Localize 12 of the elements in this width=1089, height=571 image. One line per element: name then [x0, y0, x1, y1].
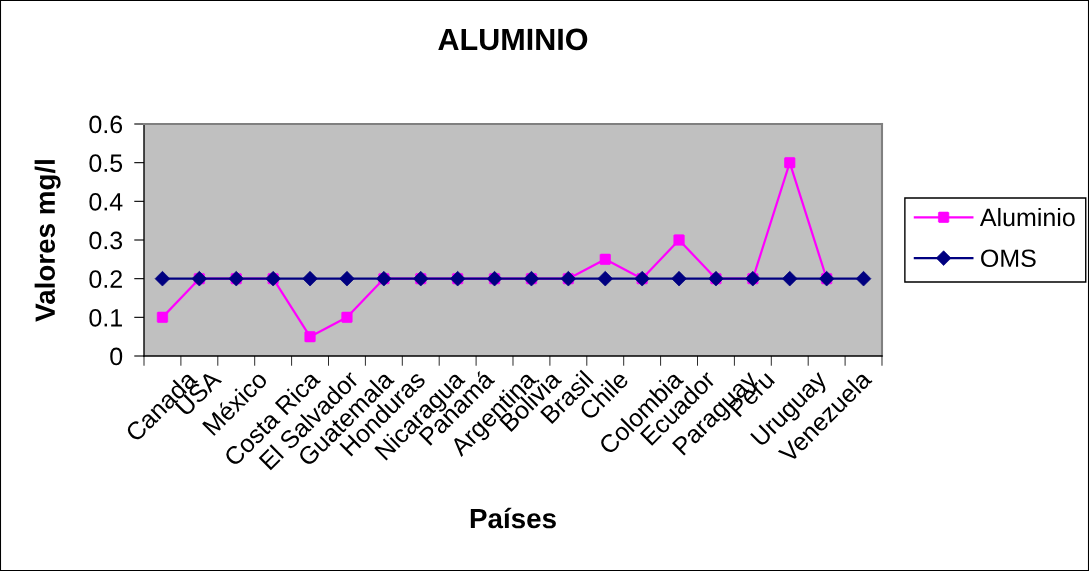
y-axis-title: Valores mg/l — [34, 160, 61, 322]
y-tick-label: 0.3 — [89, 231, 123, 250]
y-tick-label: 0.5 — [89, 154, 123, 172]
y-tick-label: 0.1 — [89, 308, 122, 327]
y-tick-label: 0.4 — [89, 192, 123, 211]
y-tick-label: 0.2 — [89, 270, 122, 288]
chart-title: ALUMINIO — [438, 28, 588, 51]
y-tick-label: 0.6 — [89, 115, 123, 134]
y-tick-label: 0 — [110, 347, 123, 366]
legend-label: OMS — [981, 249, 1036, 268]
x-axis-title: Países — [470, 507, 556, 529]
legend-label: Aluminio — [979, 207, 1075, 227]
